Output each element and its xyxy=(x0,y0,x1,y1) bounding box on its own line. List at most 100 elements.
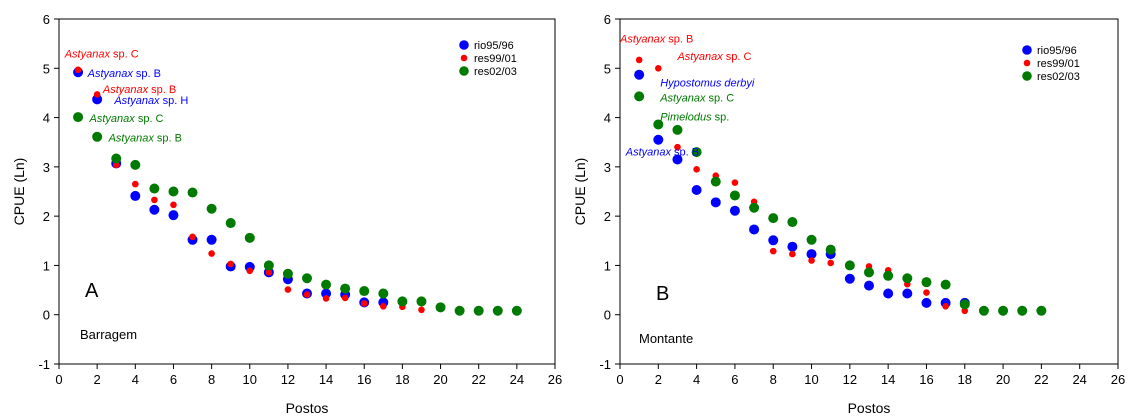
legend-marker xyxy=(1023,59,1031,67)
species-suffix: sp. B xyxy=(665,34,693,46)
data-point-res02-03 xyxy=(92,131,103,142)
data-point-res99-01 xyxy=(93,91,101,98)
data-point-res99-01 xyxy=(189,233,196,241)
x-tick-label: 6 xyxy=(170,372,177,387)
data-point-res02-03 xyxy=(225,218,236,229)
x-tick-label: 20 xyxy=(433,372,447,387)
y-tick-label: 0 xyxy=(604,308,611,323)
species-suffix: sp. B xyxy=(148,84,176,96)
legend-label: rio95/96 xyxy=(474,40,514,52)
data-point-res02-03 xyxy=(282,268,293,279)
x-tick-label: 12 xyxy=(843,372,857,387)
legend-marker xyxy=(460,54,468,62)
species-annotation: Astyanax sp. C xyxy=(659,92,734,104)
data-point-res02-03 xyxy=(940,279,951,290)
data-point-res02-03 xyxy=(998,305,1009,316)
data-point-rio95-96 xyxy=(729,205,740,216)
species-genus: Astyanax xyxy=(659,92,706,104)
data-point-rio95-96 xyxy=(902,288,913,299)
x-tick-label: 4 xyxy=(693,372,700,387)
legend-label: res99/01 xyxy=(474,53,517,65)
x-tick-label: 16 xyxy=(919,372,933,387)
data-point-res99-01 xyxy=(923,289,930,296)
data-point-res02-03 xyxy=(1017,305,1028,316)
species-annotation: Astyanax sp. H xyxy=(113,95,188,107)
x-tick-label: 14 xyxy=(319,372,333,387)
plot-frame xyxy=(619,18,1119,365)
data-point-res02-03 xyxy=(244,232,255,243)
data-point-rio95-96 xyxy=(168,210,179,221)
y-tick-label: 6 xyxy=(604,12,611,27)
data-point-res99-01 xyxy=(170,201,177,209)
data-point-res02-03 xyxy=(473,305,484,316)
data-point-res99-01 xyxy=(769,247,777,255)
data-point-res02-03 xyxy=(825,244,836,255)
x-tick-label: 2 xyxy=(94,372,101,387)
legend-marker xyxy=(1022,71,1032,81)
data-point-res02-03 xyxy=(710,176,721,187)
site-label: Montante xyxy=(639,331,693,346)
data-point-res02-03 xyxy=(321,279,332,290)
data-point-res99-01 xyxy=(246,267,254,275)
data-point-res02-03 xyxy=(691,147,702,158)
legend-label: rio95/96 xyxy=(1037,45,1077,57)
data-point-rio95-96 xyxy=(653,134,664,145)
data-point-rio95-96 xyxy=(844,273,855,284)
data-point-res02-03 xyxy=(130,159,141,170)
legend-marker xyxy=(459,66,469,76)
species-genus: Astyanax xyxy=(87,68,134,80)
data-point-rio95-96 xyxy=(921,297,932,308)
species-annotation: Hypostomus derbyi xyxy=(660,78,755,90)
data-point-rio95-96 xyxy=(710,197,721,208)
y-tick-label: 6 xyxy=(43,12,50,27)
data-point-res02-03 xyxy=(672,124,683,135)
data-point-res99-01 xyxy=(227,260,234,268)
data-point-rio95-96 xyxy=(149,204,160,215)
data-point-res02-03 xyxy=(397,296,408,307)
x-tick-label: 10 xyxy=(243,372,257,387)
data-point-res99-01 xyxy=(112,161,120,169)
species-suffix: sp. H xyxy=(160,95,189,107)
species-genus: Astyanax xyxy=(625,147,672,159)
data-point-res02-03 xyxy=(883,270,894,281)
data-point-res02-03 xyxy=(340,283,351,294)
data-point-res99-01 xyxy=(674,143,681,151)
y-tick-label: -1 xyxy=(38,357,50,372)
data-point-res02-03 xyxy=(73,112,84,123)
data-point-res02-03 xyxy=(168,186,179,197)
x-tick-label: 22 xyxy=(1034,372,1048,387)
data-point-res99-01 xyxy=(961,307,969,315)
data-point-res02-03 xyxy=(844,260,855,271)
species-suffix: sp. B xyxy=(671,147,699,159)
species-annotation: Astyanax sp. B xyxy=(87,68,161,80)
legend-label: res99/01 xyxy=(1037,58,1080,70)
y-tick-label: 1 xyxy=(604,258,611,273)
data-point-res02-03 xyxy=(359,286,370,297)
legend-label: res02/03 xyxy=(474,66,517,78)
data-point-res02-03 xyxy=(653,119,664,130)
species-genus: Astyanax xyxy=(102,84,149,96)
species-suffix: sp. C xyxy=(705,92,734,104)
data-point-res02-03 xyxy=(921,277,932,288)
y-tick-label: 4 xyxy=(604,111,611,126)
data-point-res02-03 xyxy=(435,302,446,313)
data-point-res02-03 xyxy=(187,187,198,198)
data-point-res99-01 xyxy=(635,56,643,64)
data-point-res02-03 xyxy=(416,296,427,307)
data-point-rio95-96 xyxy=(883,288,894,299)
x-axis-label: Postos xyxy=(286,400,329,416)
data-point-rio95-96 xyxy=(749,224,760,235)
site-label: Barragem xyxy=(80,327,137,342)
data-point-res02-03 xyxy=(302,273,312,284)
data-point-res02-03 xyxy=(749,202,760,213)
y-tick-label: 3 xyxy=(43,160,50,175)
legend-marker xyxy=(459,40,469,50)
data-point-res99-01 xyxy=(789,250,796,258)
legend-marker xyxy=(1022,45,1032,55)
data-point-rio95-96 xyxy=(864,280,874,291)
panel-b-montante: 0 2 4 6 8 10 12 14 16 18 20 22 24 26-10123456PostosCP… xyxy=(572,12,1125,416)
species-suffix: sp. C xyxy=(135,113,164,125)
y-tick-label: 2 xyxy=(43,209,50,224)
data-point-res02-03 xyxy=(787,217,798,228)
